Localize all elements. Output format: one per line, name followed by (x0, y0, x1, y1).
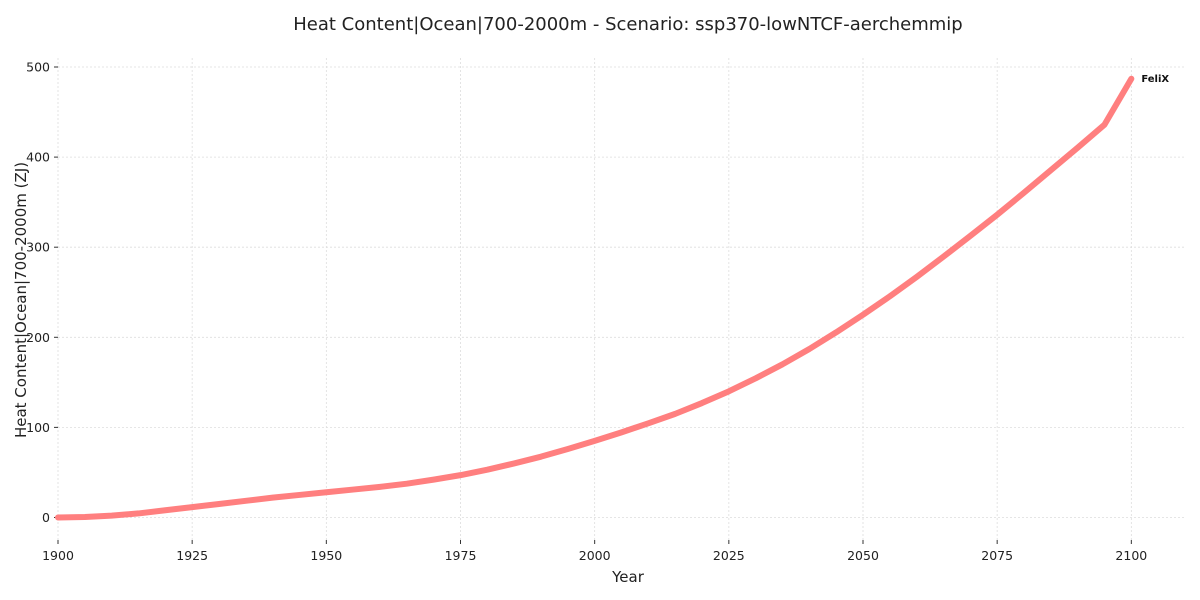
series-label-felix: FeliX (1141, 74, 1169, 85)
series-line-felix (55, 75, 1135, 521)
grid-layer (57, 58, 1185, 540)
x-tick-label: 2050 (847, 548, 879, 563)
x-tick-label: 2000 (579, 548, 611, 563)
tick-layer: 1900 1925 1950 1975 2000 2025 2050 2075 2100 0 100… (26, 60, 1147, 563)
x-tick-label: 2100 (1115, 548, 1147, 563)
y-tick-label: 300 (26, 240, 50, 255)
x-tick-label: 2075 (981, 548, 1013, 563)
chart-title: Heat Content|Ocean|700-2000m - Scenario:… (293, 14, 962, 35)
x-tick-label: 2025 (713, 548, 745, 563)
y-axis-label: Heat Content|Ocean|700-2000m (ZJ) (12, 162, 30, 438)
y-tick-label: 500 (26, 60, 50, 75)
x-tick-label: 1900 (42, 548, 74, 563)
y-tick-label: 100 (26, 420, 50, 435)
x-tick-label: 1975 (445, 548, 477, 563)
series-layer: FeliX (55, 74, 1169, 521)
x-tick-label: 1950 (310, 548, 342, 563)
y-tick-label: 0 (42, 510, 50, 525)
x-tick-label: 1925 (176, 548, 208, 563)
y-tick-label: 200 (26, 330, 50, 345)
y-tick-label: 400 (26, 150, 50, 165)
x-axis-label: Year (611, 568, 645, 586)
